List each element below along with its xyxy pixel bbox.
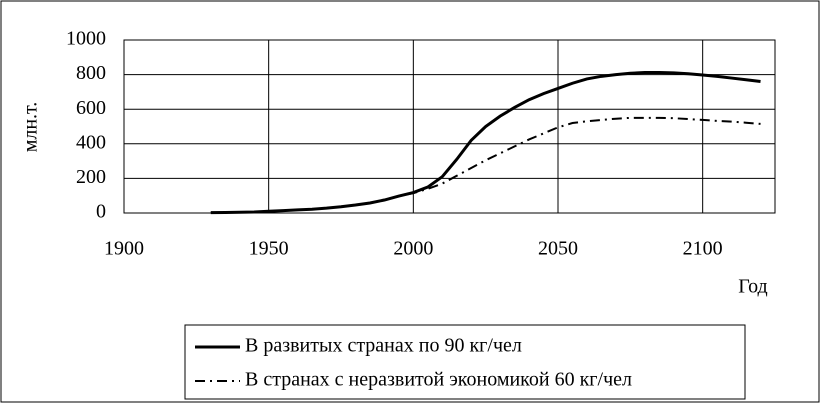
y-tick-label: 400 [76, 131, 106, 153]
legend-label: В странах с неразвитой экономикой 60 кг/… [245, 369, 632, 391]
y-tick-label: 200 [76, 166, 106, 188]
x-tick-label: 1950 [249, 238, 289, 260]
plot-area [123, 39, 776, 214]
y-tick-label: 1000 [66, 28, 106, 50]
x-tick-label: 2000 [393, 238, 433, 260]
y-tick-label: 600 [76, 97, 106, 119]
y-tick-label: 0 [96, 201, 106, 223]
line-series [210, 71, 761, 215]
legend-box [184, 324, 746, 400]
x-tick-label: 1900 [104, 238, 144, 260]
y-tick-label: 800 [76, 62, 106, 84]
line-series [210, 116, 761, 214]
legend-label: В развитых странах по 90 кг/чел [245, 335, 522, 357]
y-axis-title: млн.т. [20, 102, 42, 153]
x-axis-title: Год [738, 276, 767, 298]
x-tick-label: 2100 [683, 238, 723, 260]
x-tick-label: 2050 [538, 238, 578, 260]
